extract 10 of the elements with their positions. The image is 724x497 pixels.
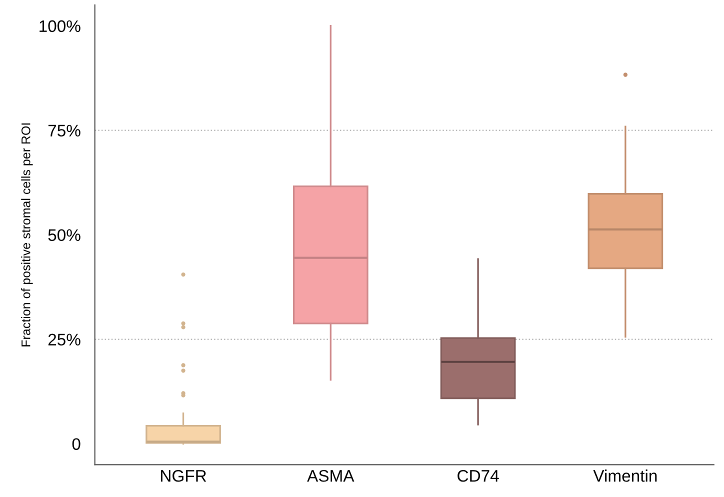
y-tick-label: 50% [48, 229, 80, 242]
x-tick-label: Vimentin [593, 470, 657, 482]
y-tick-label: 25% [48, 334, 80, 346]
y-axis-title: Fraction of positive stromal cells per ROI [21, 123, 33, 346]
y-tick-label: 75% [48, 124, 80, 137]
y-tick-label: 100% [40, 20, 80, 32]
x-tick-label: CD74 [458, 470, 499, 482]
x-tick-label: NGFR [161, 470, 206, 482]
x-tick-label: ASMA [307, 470, 354, 482]
y-tick-label: 0 [72, 438, 80, 450]
